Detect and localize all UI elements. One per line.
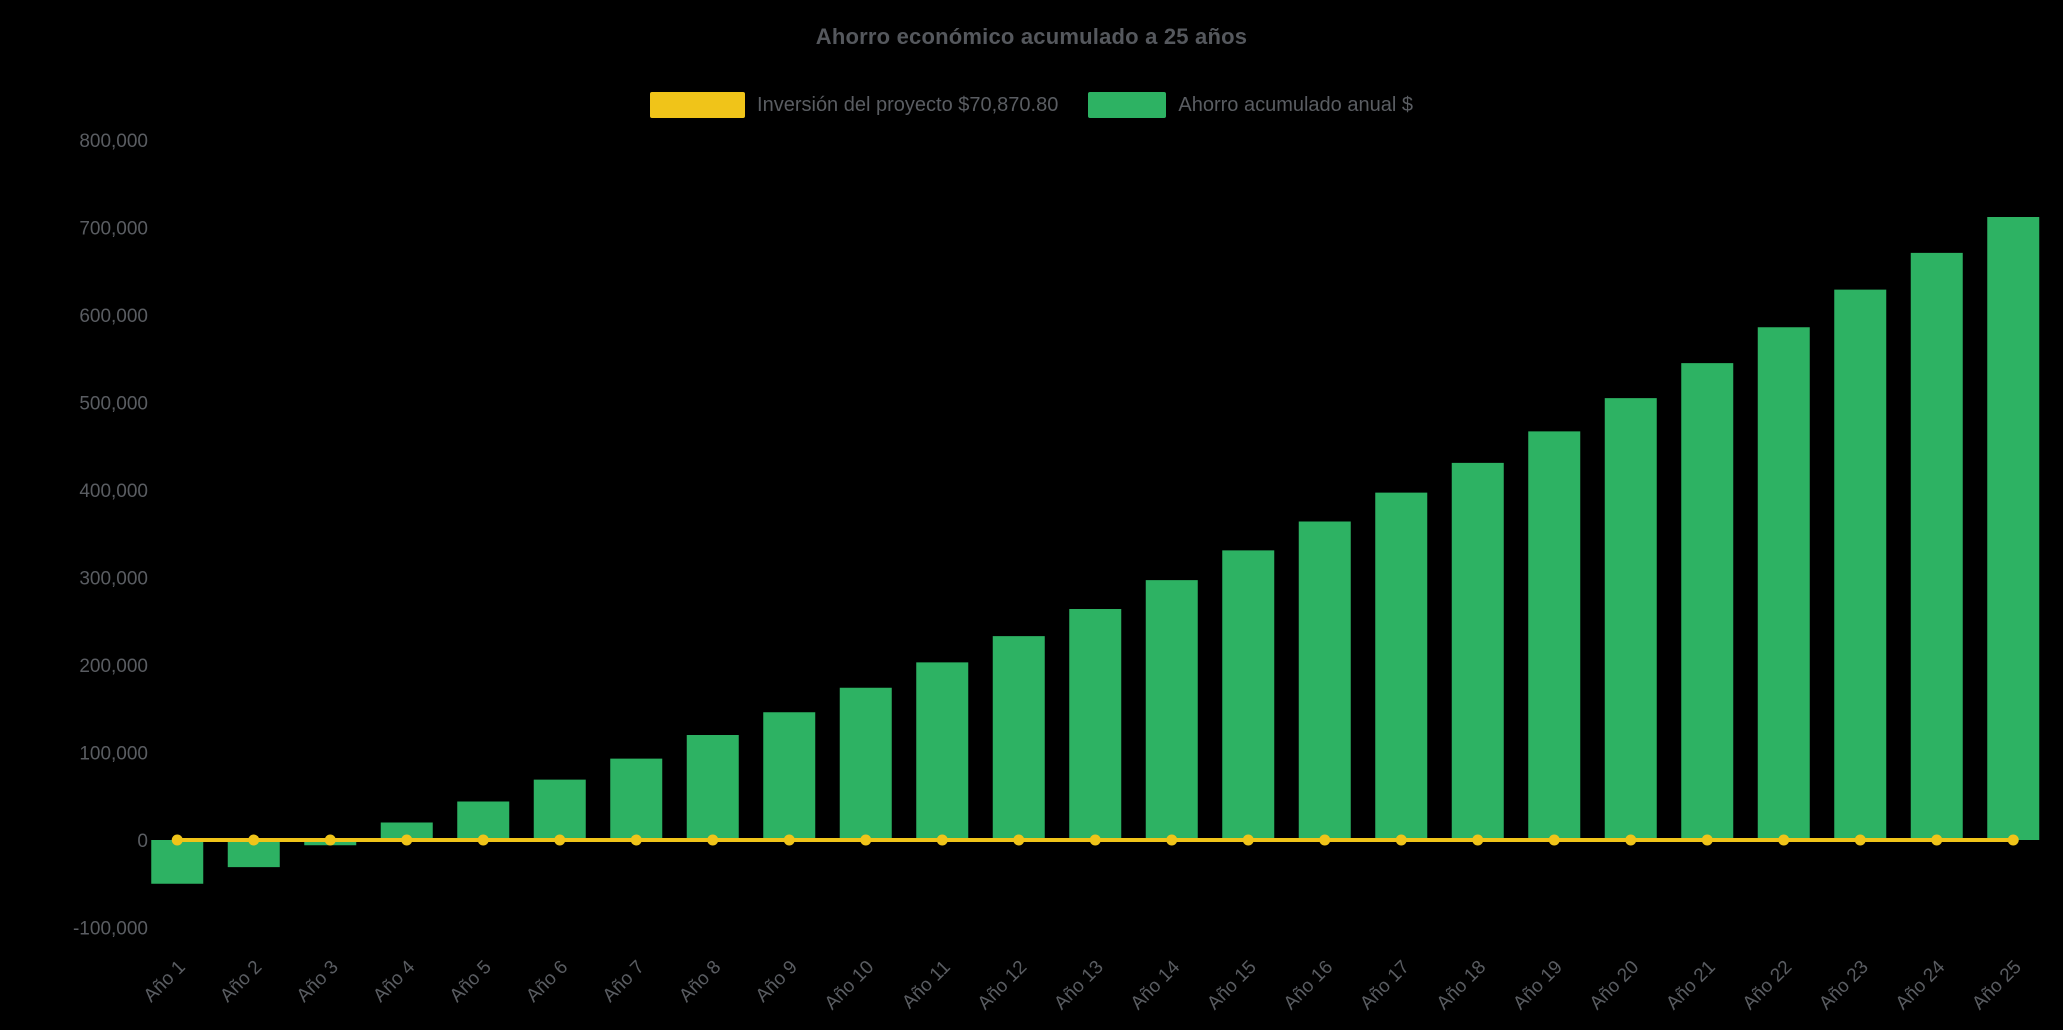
x-tick-label: Año 16 xyxy=(1280,957,1337,1014)
x-tick-label: Año 23 xyxy=(1815,957,1872,1014)
x-tick-label: Año 21 xyxy=(1662,957,1719,1014)
x-tick-label: Año 10 xyxy=(821,957,878,1014)
legend-label-savings: Ahorro acumulado anual $ xyxy=(1178,93,1413,116)
bar-year-1 xyxy=(151,840,204,884)
line-marker xyxy=(630,834,642,846)
legend-item-savings[interactable]: Ahorro acumulado anual $ xyxy=(1088,92,1413,118)
bar-year-5 xyxy=(457,801,510,840)
y-tick-label: 700,000 xyxy=(79,219,148,240)
bar-year-17 xyxy=(1375,492,1428,840)
y-tick-label: 400,000 xyxy=(79,481,148,502)
bar-year-16 xyxy=(1298,521,1351,840)
line-marker xyxy=(1931,834,1943,846)
x-tick-label: Año 6 xyxy=(522,957,572,1007)
x-tick-label: Año 12 xyxy=(974,957,1031,1014)
x-tick-label: Año 2 xyxy=(216,957,266,1007)
line-marker xyxy=(1625,834,1637,846)
x-tick-label: Año 7 xyxy=(599,957,649,1007)
legend-item-investment[interactable]: Inversión del proyecto $70,870.80 xyxy=(650,92,1058,118)
x-tick-label: Año 20 xyxy=(1586,957,1643,1014)
line-marker xyxy=(860,834,872,846)
line-marker xyxy=(248,834,260,846)
line-marker xyxy=(1701,834,1713,846)
bar-year-10 xyxy=(839,687,892,840)
bar-year-20 xyxy=(1604,398,1657,840)
x-tick-label: Año 4 xyxy=(369,956,419,1006)
x-tick-label: Año 9 xyxy=(752,957,802,1007)
y-tick-label: 800,000 xyxy=(79,131,148,152)
y-tick-label: 100,000 xyxy=(79,744,148,765)
line-marker xyxy=(936,834,948,846)
line-marker xyxy=(324,834,336,846)
bar-year-23 xyxy=(1834,289,1887,840)
line-marker xyxy=(1319,834,1331,846)
line-marker xyxy=(2007,834,2019,846)
line-marker xyxy=(401,834,413,846)
x-tick-label: Año 5 xyxy=(446,957,496,1007)
bar-year-9 xyxy=(763,712,816,840)
line-marker xyxy=(1472,834,1484,846)
line-marker xyxy=(1778,834,1790,846)
y-tick-label: 200,000 xyxy=(79,656,148,677)
line-marker xyxy=(171,834,183,846)
x-tick-label: Año 8 xyxy=(675,957,725,1007)
line-marker xyxy=(554,834,566,846)
bar-year-18 xyxy=(1451,462,1504,840)
line-marker xyxy=(783,834,795,846)
bar-year-19 xyxy=(1528,431,1581,840)
x-tick-label: Año 22 xyxy=(1739,957,1796,1014)
bar-year-21 xyxy=(1681,363,1734,840)
bar-year-11 xyxy=(916,662,969,840)
x-tick-label: Año 11 xyxy=(898,957,954,1013)
line-marker xyxy=(1548,834,1560,846)
line-marker xyxy=(477,834,489,846)
bar-year-8 xyxy=(686,735,739,840)
legend-label-investment: Inversión del proyecto $70,870.80 xyxy=(757,93,1059,116)
x-tick-label: Año 3 xyxy=(293,957,343,1007)
line-marker xyxy=(1166,834,1178,846)
x-tick-label: Año 13 xyxy=(1050,957,1107,1014)
x-tick-label: Año 18 xyxy=(1433,957,1490,1014)
bar-year-14 xyxy=(1145,580,1198,840)
y-tick-label: 500,000 xyxy=(79,394,148,415)
y-tick-label: 600,000 xyxy=(79,306,148,327)
chart-title: Ahorro económico acumulado a 25 años xyxy=(815,24,1248,49)
line-marker xyxy=(1013,834,1025,846)
y-tick-label: -100,000 xyxy=(73,919,148,940)
bar-year-6 xyxy=(533,779,586,840)
x-tick-label: Año 15 xyxy=(1203,957,1260,1014)
line-marker xyxy=(1854,834,1866,846)
x-tick-label: Año 14 xyxy=(1127,956,1185,1014)
x-tick-label: Año 19 xyxy=(1509,957,1566,1014)
x-tick-label: Año 25 xyxy=(1968,957,2025,1014)
bar-year-15 xyxy=(1222,550,1275,840)
bar-year-25 xyxy=(1987,217,2040,840)
x-tick-label: Año 17 xyxy=(1356,957,1413,1014)
legend-swatch-savings-icon xyxy=(1088,92,1167,118)
line-marker xyxy=(1242,834,1254,846)
line-marker xyxy=(707,834,719,846)
x-tick-label: Año 1 xyxy=(140,957,190,1007)
bar-year-12 xyxy=(992,636,1045,840)
bar-year-22 xyxy=(1757,327,1810,840)
bar-year-4 xyxy=(380,822,433,840)
line-marker xyxy=(1395,834,1407,846)
x-tick-label: Año 24 xyxy=(1892,956,1950,1014)
legend-swatch-investment-icon xyxy=(650,92,746,118)
bar-year-13 xyxy=(1069,609,1122,840)
line-marker xyxy=(1089,834,1101,846)
legend: Inversión del proyecto $70,870.80 Ahorro… xyxy=(0,92,2063,118)
bar-year-24 xyxy=(1910,252,1963,840)
bar-year-7 xyxy=(610,758,663,840)
y-tick-label: 0 xyxy=(137,831,148,852)
y-tick-label: 300,000 xyxy=(79,569,148,590)
